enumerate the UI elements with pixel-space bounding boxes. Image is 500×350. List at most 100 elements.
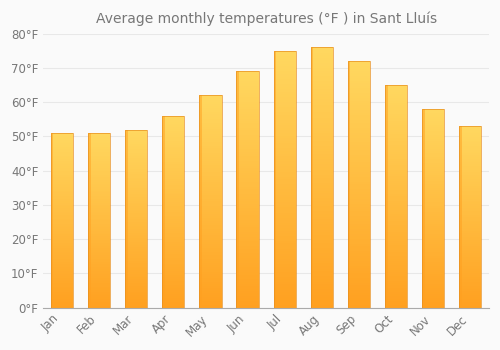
Bar xyxy=(348,278,370,280)
Bar xyxy=(162,147,184,148)
Bar xyxy=(422,117,444,119)
Bar xyxy=(125,130,148,131)
Bar xyxy=(422,294,444,296)
Bar xyxy=(274,205,296,208)
Bar xyxy=(385,228,407,230)
Bar xyxy=(422,149,444,151)
Bar xyxy=(125,263,148,265)
Bar xyxy=(51,186,73,187)
Bar xyxy=(162,175,184,177)
Bar xyxy=(51,154,73,156)
Bar xyxy=(459,141,481,142)
Bar xyxy=(348,147,370,150)
Bar xyxy=(274,131,296,133)
Bar xyxy=(274,274,296,277)
Bar xyxy=(88,299,110,301)
Bar xyxy=(125,139,148,140)
Bar xyxy=(162,160,184,162)
Bar xyxy=(125,265,148,267)
Bar xyxy=(459,139,481,141)
Bar xyxy=(459,242,481,244)
Bar xyxy=(310,282,333,284)
Bar xyxy=(459,148,481,150)
Bar xyxy=(162,169,184,172)
Bar xyxy=(51,161,73,163)
Bar xyxy=(310,237,333,240)
Bar xyxy=(385,110,407,112)
Bar xyxy=(236,100,258,102)
Bar xyxy=(459,191,481,193)
Bar xyxy=(348,74,370,76)
Bar xyxy=(310,102,333,105)
Bar xyxy=(274,164,296,166)
Bar xyxy=(274,241,296,243)
Bar xyxy=(200,125,222,127)
Bar xyxy=(459,295,481,297)
Bar xyxy=(51,280,73,281)
Bar xyxy=(236,83,258,85)
Bar xyxy=(125,270,148,272)
Bar xyxy=(88,222,110,224)
Bar xyxy=(88,161,110,163)
Bar xyxy=(88,243,110,245)
Bar xyxy=(422,244,444,246)
Bar xyxy=(274,279,296,282)
Bar xyxy=(348,66,370,69)
Bar xyxy=(310,250,333,253)
Bar xyxy=(51,267,73,269)
Bar xyxy=(274,154,296,156)
Bar xyxy=(310,133,333,136)
Bar xyxy=(88,262,110,264)
Bar xyxy=(459,177,481,179)
Bar xyxy=(236,114,258,116)
Bar xyxy=(310,157,333,159)
Bar xyxy=(236,272,258,274)
Bar xyxy=(162,265,184,267)
Bar xyxy=(274,233,296,236)
Bar xyxy=(348,209,370,211)
Bar xyxy=(274,84,296,87)
Bar xyxy=(422,288,444,290)
Bar xyxy=(236,142,258,145)
Bar xyxy=(385,163,407,165)
Bar xyxy=(310,144,333,146)
Bar xyxy=(88,217,110,218)
Bar xyxy=(88,166,110,168)
Bar xyxy=(236,104,258,107)
Bar xyxy=(200,163,222,166)
Bar xyxy=(385,203,407,205)
Bar xyxy=(422,218,444,220)
Bar xyxy=(236,163,258,166)
Bar xyxy=(125,268,148,270)
Bar xyxy=(385,139,407,141)
Bar xyxy=(274,277,296,279)
Bar xyxy=(162,269,184,271)
Bar xyxy=(162,127,184,129)
Bar xyxy=(200,250,222,252)
Bar xyxy=(348,197,370,199)
Bar xyxy=(274,266,296,269)
Bar xyxy=(385,279,407,281)
Bar xyxy=(274,69,296,71)
Bar xyxy=(385,198,407,201)
Bar xyxy=(385,241,407,243)
Bar xyxy=(385,254,407,257)
Bar xyxy=(162,243,184,244)
Bar xyxy=(200,290,222,293)
Bar xyxy=(200,159,222,161)
Bar xyxy=(200,136,222,138)
Bar xyxy=(459,206,481,208)
Bar xyxy=(385,172,407,174)
Bar xyxy=(200,272,222,274)
Bar xyxy=(236,173,258,175)
Bar xyxy=(51,253,73,255)
Bar xyxy=(385,190,407,192)
Bar xyxy=(88,189,110,191)
Bar xyxy=(51,225,73,227)
Bar xyxy=(236,138,258,140)
Bar xyxy=(459,222,481,224)
Bar xyxy=(125,197,148,199)
Bar xyxy=(348,78,370,81)
Bar xyxy=(162,208,184,210)
Bar xyxy=(385,181,407,183)
